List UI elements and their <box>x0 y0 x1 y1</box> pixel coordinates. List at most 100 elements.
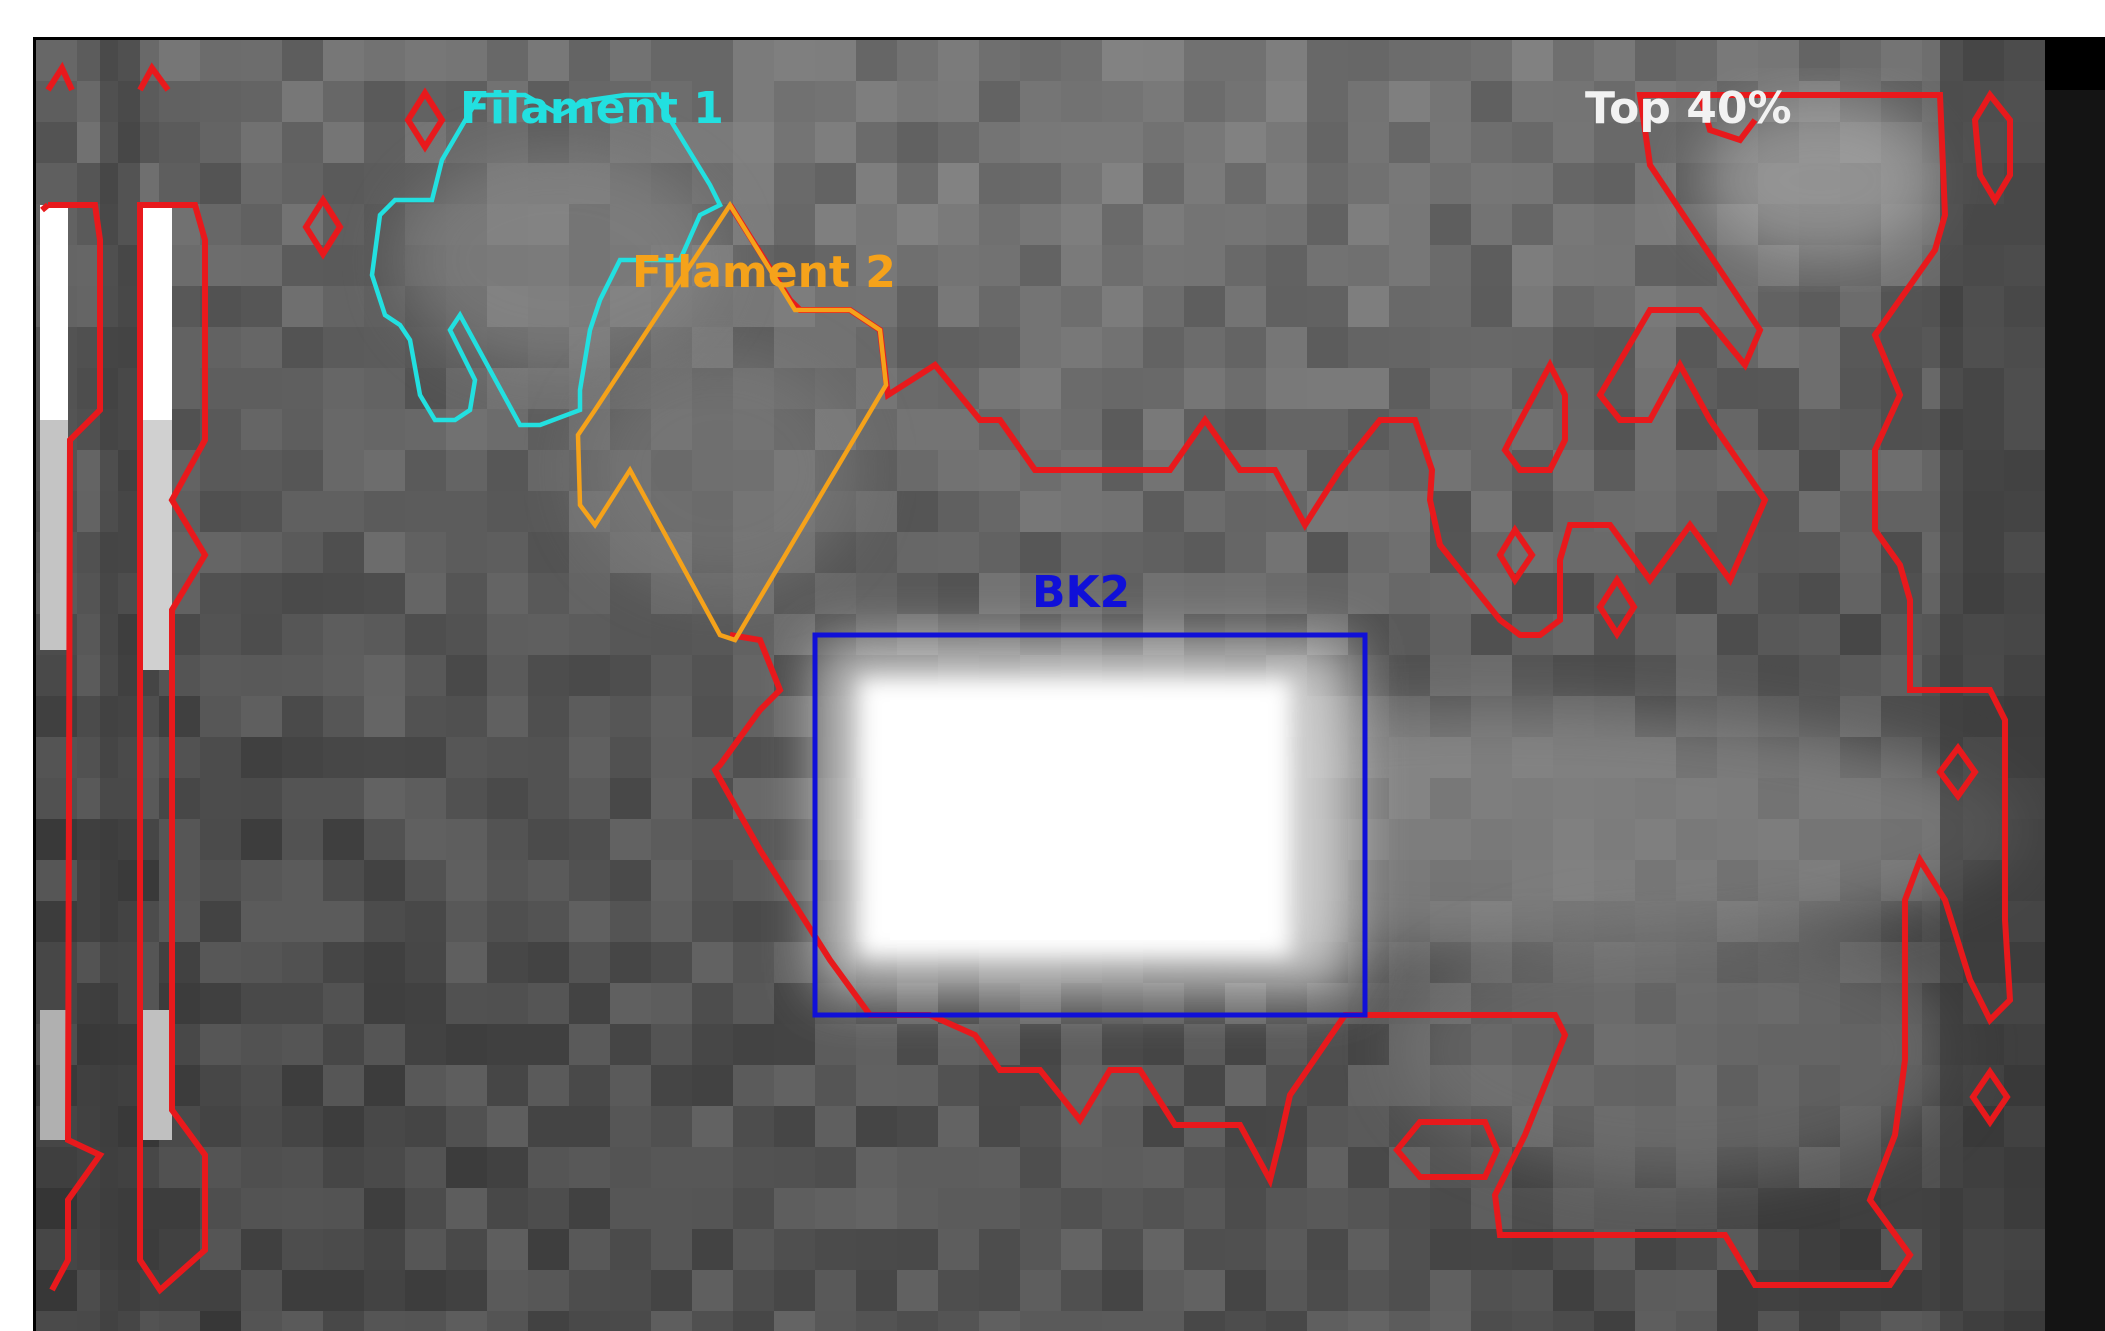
pixel-cell <box>1471 122 1512 163</box>
pixel-cell <box>1553 286 1594 327</box>
pixel-cell <box>569 1188 610 1229</box>
pixel-cell <box>1717 573 1758 614</box>
pixel-cell <box>1061 1229 1102 1270</box>
pixel-cell <box>487 40 528 81</box>
pixel-cell <box>651 860 692 901</box>
pixel-cell <box>1430 1147 1471 1188</box>
pixel-cell <box>1676 327 1717 368</box>
pixel-cell <box>774 1229 815 1270</box>
pixel-cell <box>1061 163 1102 204</box>
pixel-cell <box>1881 368 1922 409</box>
pixel-cell <box>323 778 364 819</box>
pixel-cell <box>1020 1270 1061 1311</box>
pixel-cell <box>1061 491 1102 532</box>
pixel-cell <box>1061 204 1102 245</box>
pixel-cell <box>1307 204 1348 245</box>
pixel-cell <box>1184 245 1225 286</box>
pixel-cell <box>200 737 241 778</box>
pixel-cell <box>897 1065 938 1106</box>
pixel-cell <box>1471 163 1512 204</box>
pixel-cell <box>979 1229 1020 1270</box>
pixel-cell <box>446 450 487 491</box>
pixel-cell <box>1102 1229 1143 1270</box>
pixel-cell <box>856 573 897 614</box>
pixel-cell <box>1430 163 1471 204</box>
pixel-cell <box>1594 286 1635 327</box>
pixel-cell <box>1266 40 1307 81</box>
pixel-cell <box>36 122 77 163</box>
pixel-cell <box>241 737 282 778</box>
pixel-cell <box>897 573 938 614</box>
pixel-cell <box>487 983 528 1024</box>
pixel-cell <box>1307 573 1348 614</box>
pixel-cell <box>487 696 528 737</box>
pixel-cell <box>159 163 200 204</box>
pixel-cell <box>1840 286 1881 327</box>
pixel-cell <box>1758 1188 1799 1229</box>
pixel-cell <box>1102 245 1143 286</box>
bk2-region[interactable] <box>812 632 1368 1018</box>
pixel-cell <box>1676 1311 1717 1331</box>
pixel-cell <box>528 1024 569 1065</box>
pixel-cell <box>446 532 487 573</box>
pixel-cell <box>1102 1311 1143 1331</box>
pixel-cell <box>1143 327 1184 368</box>
pixel-cell <box>979 286 1020 327</box>
pixel-cell <box>774 983 815 1024</box>
pixel-cell <box>487 532 528 573</box>
pixel-cell <box>610 122 651 163</box>
pixel-cell <box>1389 491 1430 532</box>
pixel-cell <box>1758 532 1799 573</box>
pixel-cell <box>241 1188 282 1229</box>
pixel-cell <box>1471 1188 1512 1229</box>
pixel-cell <box>1348 491 1389 532</box>
pixel-cell <box>774 163 815 204</box>
pixel-cell <box>1553 655 1594 696</box>
pixel-cell <box>897 163 938 204</box>
pixel-cell <box>1102 163 1143 204</box>
pixel-cell <box>979 122 1020 163</box>
pixel-cell <box>1635 491 1676 532</box>
pixel-cell <box>569 737 610 778</box>
pixel-cell <box>733 942 774 983</box>
pixel-cell <box>282 81 323 122</box>
pixel-cell <box>692 81 733 122</box>
pixel-cell <box>241 286 282 327</box>
pixel-cell <box>200 81 241 122</box>
pixel-cell <box>528 655 569 696</box>
pixel-cell <box>1389 655 1430 696</box>
pixel-cell <box>1840 1229 1881 1270</box>
pixel-cell <box>1184 491 1225 532</box>
pixel-cell <box>487 573 528 614</box>
pixel-cell <box>487 655 528 696</box>
grayscale-sky-image <box>36 40 2105 1331</box>
pixel-cell <box>446 983 487 1024</box>
pixel-cell <box>1594 1270 1635 1311</box>
pixel-cell <box>1512 327 1553 368</box>
pixel-cell <box>856 245 897 286</box>
pixel-cell <box>1020 122 1061 163</box>
pixel-cell <box>364 860 405 901</box>
pixel-cell <box>610 942 651 983</box>
pixel-cell <box>1143 368 1184 409</box>
pixel-cell <box>1061 368 1102 409</box>
pixel-cell <box>1102 81 1143 122</box>
pixel-cell <box>733 1147 774 1188</box>
pixel-cell <box>1389 327 1430 368</box>
pixel-cell <box>241 1024 282 1065</box>
pixel-cell <box>897 1188 938 1229</box>
pixel-cell <box>446 409 487 450</box>
pixel-cell <box>938 1147 979 1188</box>
pixel-cell <box>1430 122 1471 163</box>
pixel-cell <box>1512 40 1553 81</box>
pixel-cell <box>1512 81 1553 122</box>
pixel-cell <box>1102 491 1143 532</box>
pixel-cell <box>282 614 323 655</box>
pixel-cell <box>938 491 979 532</box>
pixel-cell <box>323 901 364 942</box>
pixel-cell <box>733 1065 774 1106</box>
filament-1-region[interactable] <box>369 92 724 428</box>
filament-2-region[interactable] <box>575 200 889 643</box>
pixel-cell <box>405 532 446 573</box>
pixel-cell <box>364 1311 405 1331</box>
